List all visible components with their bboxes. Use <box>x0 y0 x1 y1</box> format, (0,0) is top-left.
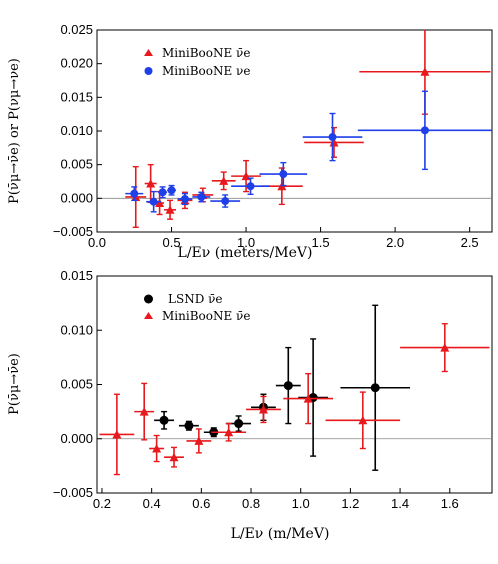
bottom-lsnd-point <box>234 419 244 429</box>
top-legend-label-minib-nue: MiniBooNE νe <box>162 64 250 78</box>
bottom-legend-marker-minib-antinue <box>144 312 153 319</box>
top-x-tick-label: 2.5 <box>461 235 479 250</box>
top-antinue-point <box>165 205 175 214</box>
bottom-lsnd-point <box>184 421 194 431</box>
bottom-x-tick-label: 0.6 <box>192 496 210 511</box>
bottom-legend: LSND ν̄e MiniBooNE ν̄e <box>144 292 250 323</box>
top-legend-marker-minib-nue <box>144 67 153 75</box>
bottom-x-axis-label: L/Eν (m/MeV) <box>231 526 330 542</box>
bottom-y-tick-label: 0.000 <box>60 431 93 446</box>
top-x-tick-label: 0.5 <box>162 235 180 250</box>
top-antinue-point <box>155 198 165 208</box>
top-panel: 0.0 0.5 1.0 1.5 2.0 2.5 −0.005 0.000 0.005 0.010 0… <box>7 22 493 261</box>
top-nue-point <box>246 182 255 191</box>
top-y-axis-label: P(ν̄μ→ν̄e) or P(νμ→νe) <box>7 58 22 204</box>
bottom-antinue-point <box>258 404 268 414</box>
bottom-x-tick-label: 1.4 <box>391 496 409 511</box>
bottom-legend-marker-lsnd <box>144 294 153 304</box>
top-nue-point <box>158 188 167 197</box>
bottom-lsnd-point <box>283 381 293 391</box>
bottom-y-tick-label: 0.015 <box>60 268 93 283</box>
bottom-antinue-point <box>303 394 313 403</box>
bottom-x-tick-label: 0.4 <box>143 496 161 511</box>
top-antinue-point <box>219 176 229 185</box>
bottom-x-tick-label: 1.0 <box>292 496 310 511</box>
top-y-tick-label: 0.000 <box>60 190 93 205</box>
top-nue-point <box>420 126 429 135</box>
top-nue-point <box>180 195 189 204</box>
top-x-tick-label: 0.0 <box>88 235 106 250</box>
bottom-y-tick-label: 0.005 <box>60 377 93 392</box>
top-legend-label-minib-antinue: MiniBooNE ν̄e <box>162 46 250 60</box>
bottom-antinue-point <box>139 407 149 416</box>
bottom-antinue-point <box>169 452 179 462</box>
bottom-antinue-point <box>194 436 204 445</box>
bottom-antinue-point <box>224 427 234 437</box>
bottom-x-tick-label: 1.6 <box>441 496 459 511</box>
top-nue-point <box>279 170 288 179</box>
bottom-legend-label-lsnd: LSND ν̄e <box>168 292 223 306</box>
top-legend: MiniBooNE ν̄e MiniBooNE νe <box>144 46 250 78</box>
top-x-axis-label: L/Eν (meters/MeV) <box>178 245 313 261</box>
bottom-antinue-point <box>112 429 122 439</box>
bottom-antinue-point <box>152 444 162 453</box>
bottom-x-tick-label: 0.2 <box>93 496 111 511</box>
top-antinue-point <box>146 179 156 188</box>
top-nue-point <box>130 189 139 198</box>
bottom-y-tick-label: 0.010 <box>60 322 93 337</box>
top-x-tick-label: 1.5 <box>312 235 330 250</box>
bottom-y-tick-label: −0.005 <box>53 485 93 500</box>
top-y-tick-label: 0.010 <box>60 123 93 138</box>
bottom-x-tick-label: 1.2 <box>341 496 359 511</box>
top-nue-point <box>149 197 158 206</box>
top-nue-point <box>221 197 230 206</box>
top-y-tick-label: 0.025 <box>60 22 93 37</box>
top-legend-marker-minib-antinue <box>144 49 153 56</box>
bottom-plot-frame <box>96 275 493 494</box>
bottom-lsnd-point <box>159 415 169 425</box>
bottom-antinue-point <box>440 343 450 352</box>
bottom-antinue-point <box>358 415 368 425</box>
top-y-tick-label: 0.005 <box>60 157 93 172</box>
top-nue-point <box>197 192 206 201</box>
bottom-panel: 0.2 0.4 0.6 0.8 1.0 1.2 1.4 1.6 −0.005 0.000 0.005… <box>7 268 493 542</box>
top-x-tick-label: 2.0 <box>386 235 404 250</box>
top-nue-point <box>167 186 176 195</box>
top-nue-point <box>328 133 337 142</box>
top-y-tick-label: 0.015 <box>60 89 93 104</box>
bottom-lsnd-point <box>370 383 380 393</box>
top-y-tick-label: 0.020 <box>60 56 93 71</box>
bottom-y-axis-label: P(ν̄μ→ν̄e) <box>7 353 22 415</box>
bottom-x-tick-label: 0.8 <box>242 496 260 511</box>
top-y-tick-label: −0.005 <box>53 224 93 239</box>
bottom-legend-label-minib-antinue: MiniBooNE ν̄e <box>162 309 250 323</box>
top-x-tick-label: 1.0 <box>237 235 255 250</box>
top-antinue-point <box>420 67 430 76</box>
